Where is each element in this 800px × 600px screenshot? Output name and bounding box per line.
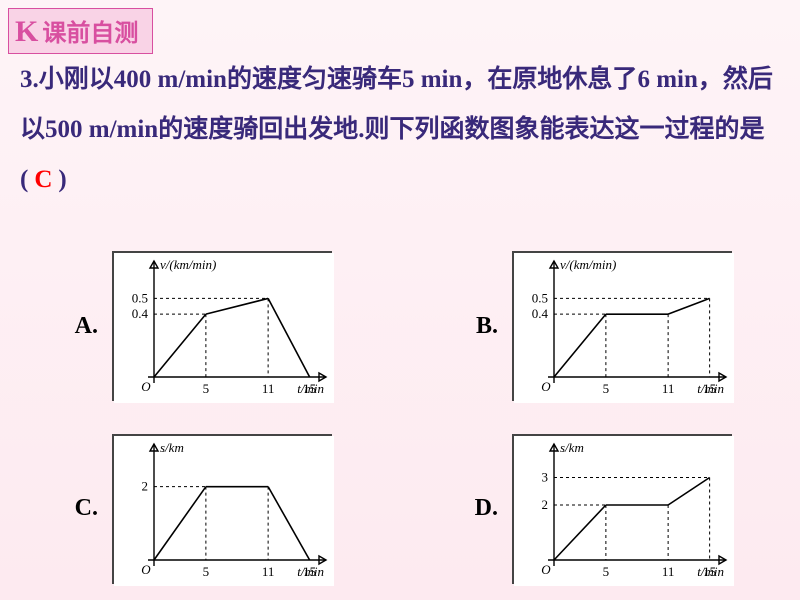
option-a-label: A. <box>68 313 98 340</box>
svg-text:0.5: 0.5 <box>532 291 548 306</box>
svg-text:5: 5 <box>603 564 610 579</box>
badge-text: 课前自测 <box>42 13 138 48</box>
svg-text:11: 11 <box>262 564 275 579</box>
svg-text:t/min: t/min <box>297 564 324 579</box>
option-c-label: C. <box>68 495 98 522</box>
svg-text:0.4: 0.4 <box>532 306 549 321</box>
svg-text:11: 11 <box>662 564 675 579</box>
option-a-chart: 511150.40.5Ov/(km/min)t/min <box>112 251 332 401</box>
badge-prefix: K <box>15 15 38 49</box>
svg-text:t/min: t/min <box>697 381 724 396</box>
option-d: D. 5111523Os/kmt/min <box>400 418 800 600</box>
svg-text:5: 5 <box>603 381 610 396</box>
problem-number: 3. <box>20 66 39 93</box>
option-b-chart: 511150.40.5Ov/(km/min)t/min <box>512 251 732 401</box>
svg-text:t/min: t/min <box>697 564 724 579</box>
option-d-chart: 5111523Os/kmt/min <box>512 434 732 584</box>
svg-text:O: O <box>141 562 151 577</box>
answer-letter: C <box>28 166 58 193</box>
svg-text:2: 2 <box>142 478 149 493</box>
svg-text:5: 5 <box>203 564 210 579</box>
svg-text:2: 2 <box>542 497 549 512</box>
svg-text:3: 3 <box>542 469 549 484</box>
svg-text:O: O <box>541 562 551 577</box>
svg-text:v/(km/min): v/(km/min) <box>160 257 216 272</box>
svg-text:0.4: 0.4 <box>132 306 149 321</box>
problem-text: 3.小刚以400 m/min的速度匀速骑车5 min，在原地休息了6 min，然… <box>20 55 780 205</box>
option-c-chart: 511152Os/kmt/min <box>112 434 332 584</box>
svg-text:5: 5 <box>203 381 210 396</box>
svg-text:s/km: s/km <box>560 440 584 455</box>
svg-text:11: 11 <box>662 381 675 396</box>
option-c: C. 511152Os/kmt/min <box>0 418 400 600</box>
option-a: A. 511150.40.5Ov/(km/min)t/min <box>0 235 400 418</box>
option-b-label: B. <box>468 313 498 340</box>
section-badge: K 课前自测 <box>8 8 153 54</box>
svg-text:t/min: t/min <box>297 381 324 396</box>
svg-text:O: O <box>541 379 551 394</box>
option-b: B. 511150.40.5Ov/(km/min)t/min <box>400 235 800 418</box>
options-grid: A. 511150.40.5Ov/(km/min)t/min B. 511150… <box>0 235 800 600</box>
svg-text:0.5: 0.5 <box>132 291 148 306</box>
svg-text:O: O <box>141 379 151 394</box>
svg-text:11: 11 <box>262 381 275 396</box>
svg-text:v/(km/min): v/(km/min) <box>560 257 616 272</box>
svg-text:s/km: s/km <box>160 440 184 455</box>
option-d-label: D. <box>468 495 498 522</box>
